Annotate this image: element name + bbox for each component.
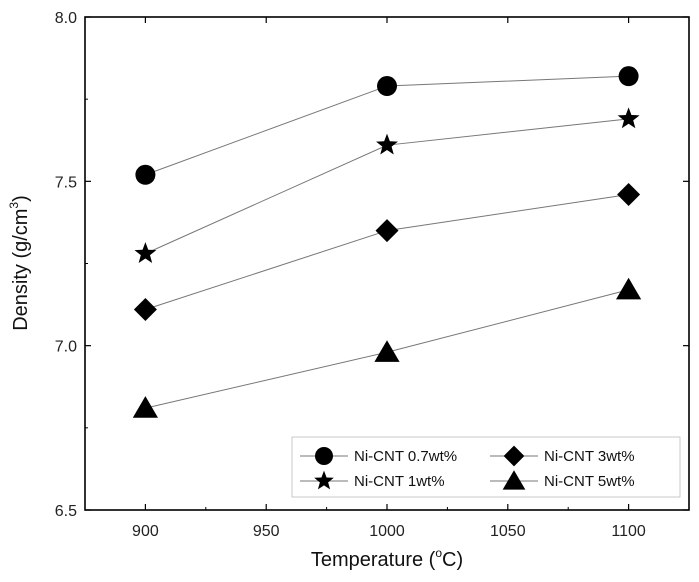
legend-marker-ni-cnt-0-7wt: [315, 447, 333, 465]
series-markers: [132, 66, 642, 418]
data-point-ni-cnt-5wt: [374, 340, 400, 362]
data-point-ni-cnt-0-7wt: [618, 66, 639, 87]
data-point-ni-cnt-1wt: [617, 107, 640, 129]
y-axis-title-superscript: 3: [7, 202, 21, 209]
axis-ticks: 900 950 1000 1050 1100 6.5 7.0 7.5 8.0: [55, 10, 690, 540]
x-axis-title-degree: o: [435, 546, 442, 560]
y-tick-label: 8.0: [55, 10, 77, 27]
legend-box: [291, 436, 681, 498]
data-point-ni-cnt-3wt: [375, 219, 399, 243]
x-tick-label: 1100: [611, 523, 646, 540]
data-point-ni-cnt-1wt: [134, 242, 157, 263]
x-tick-label: 950: [253, 523, 280, 540]
data-point-ni-cnt-3wt: [133, 298, 157, 322]
x-axis-title: Temperature (oC): [311, 546, 463, 571]
y-tick-label: 7.0: [55, 339, 77, 356]
x-tick-label: 1050: [490, 523, 526, 540]
data-point-ni-cnt-5wt: [132, 396, 158, 418]
y-axis-title-text: Density (g/cm: [10, 209, 32, 331]
y-axis-title: Density (g/cm3): [7, 195, 32, 331]
legend-marker-ni-cnt-3wt: [503, 445, 525, 467]
legend-marker-ni-cnt-5wt: [502, 470, 526, 490]
data-point-ni-cnt-0-7wt: [377, 76, 397, 97]
legend-label-ni-cnt-5wt: Ni-CNT 5wt%: [544, 473, 635, 490]
x-tick-label: 900: [132, 523, 159, 540]
data-point-ni-cnt-5wt: [616, 277, 642, 300]
legend: Ni-CNT 0.7wt% Ni-CNT 1wt% Ni-CNT 3wt% Ni-CN…: [291, 436, 681, 498]
legend-label-ni-cnt-0-7wt: Ni-CNT 0.7wt%: [354, 448, 457, 465]
data-point-ni-cnt-0-7wt: [135, 164, 156, 185]
x-axis-title-text: Temperature (: [311, 549, 436, 571]
legend-label-ni-cnt-1wt: Ni-CNT 1wt%: [354, 473, 445, 490]
y-axis-title-suffix: ): [10, 195, 32, 202]
legend-marker-ni-cnt-1wt: [314, 470, 334, 490]
series-line-ni-cnt-3wt: [145, 193, 629, 310]
x-axis-title-suffix: C): [442, 549, 463, 571]
legend-label-ni-cnt-3wt: Ni-CNT 3wt%: [544, 448, 635, 465]
data-point-ni-cnt-3wt: [617, 182, 641, 206]
y-tick-label: 6.5: [55, 503, 77, 520]
y-tick-label: 7.5: [55, 174, 77, 191]
x-tick-label: 1000: [369, 523, 405, 540]
data-point-ni-cnt-1wt: [376, 133, 398, 155]
